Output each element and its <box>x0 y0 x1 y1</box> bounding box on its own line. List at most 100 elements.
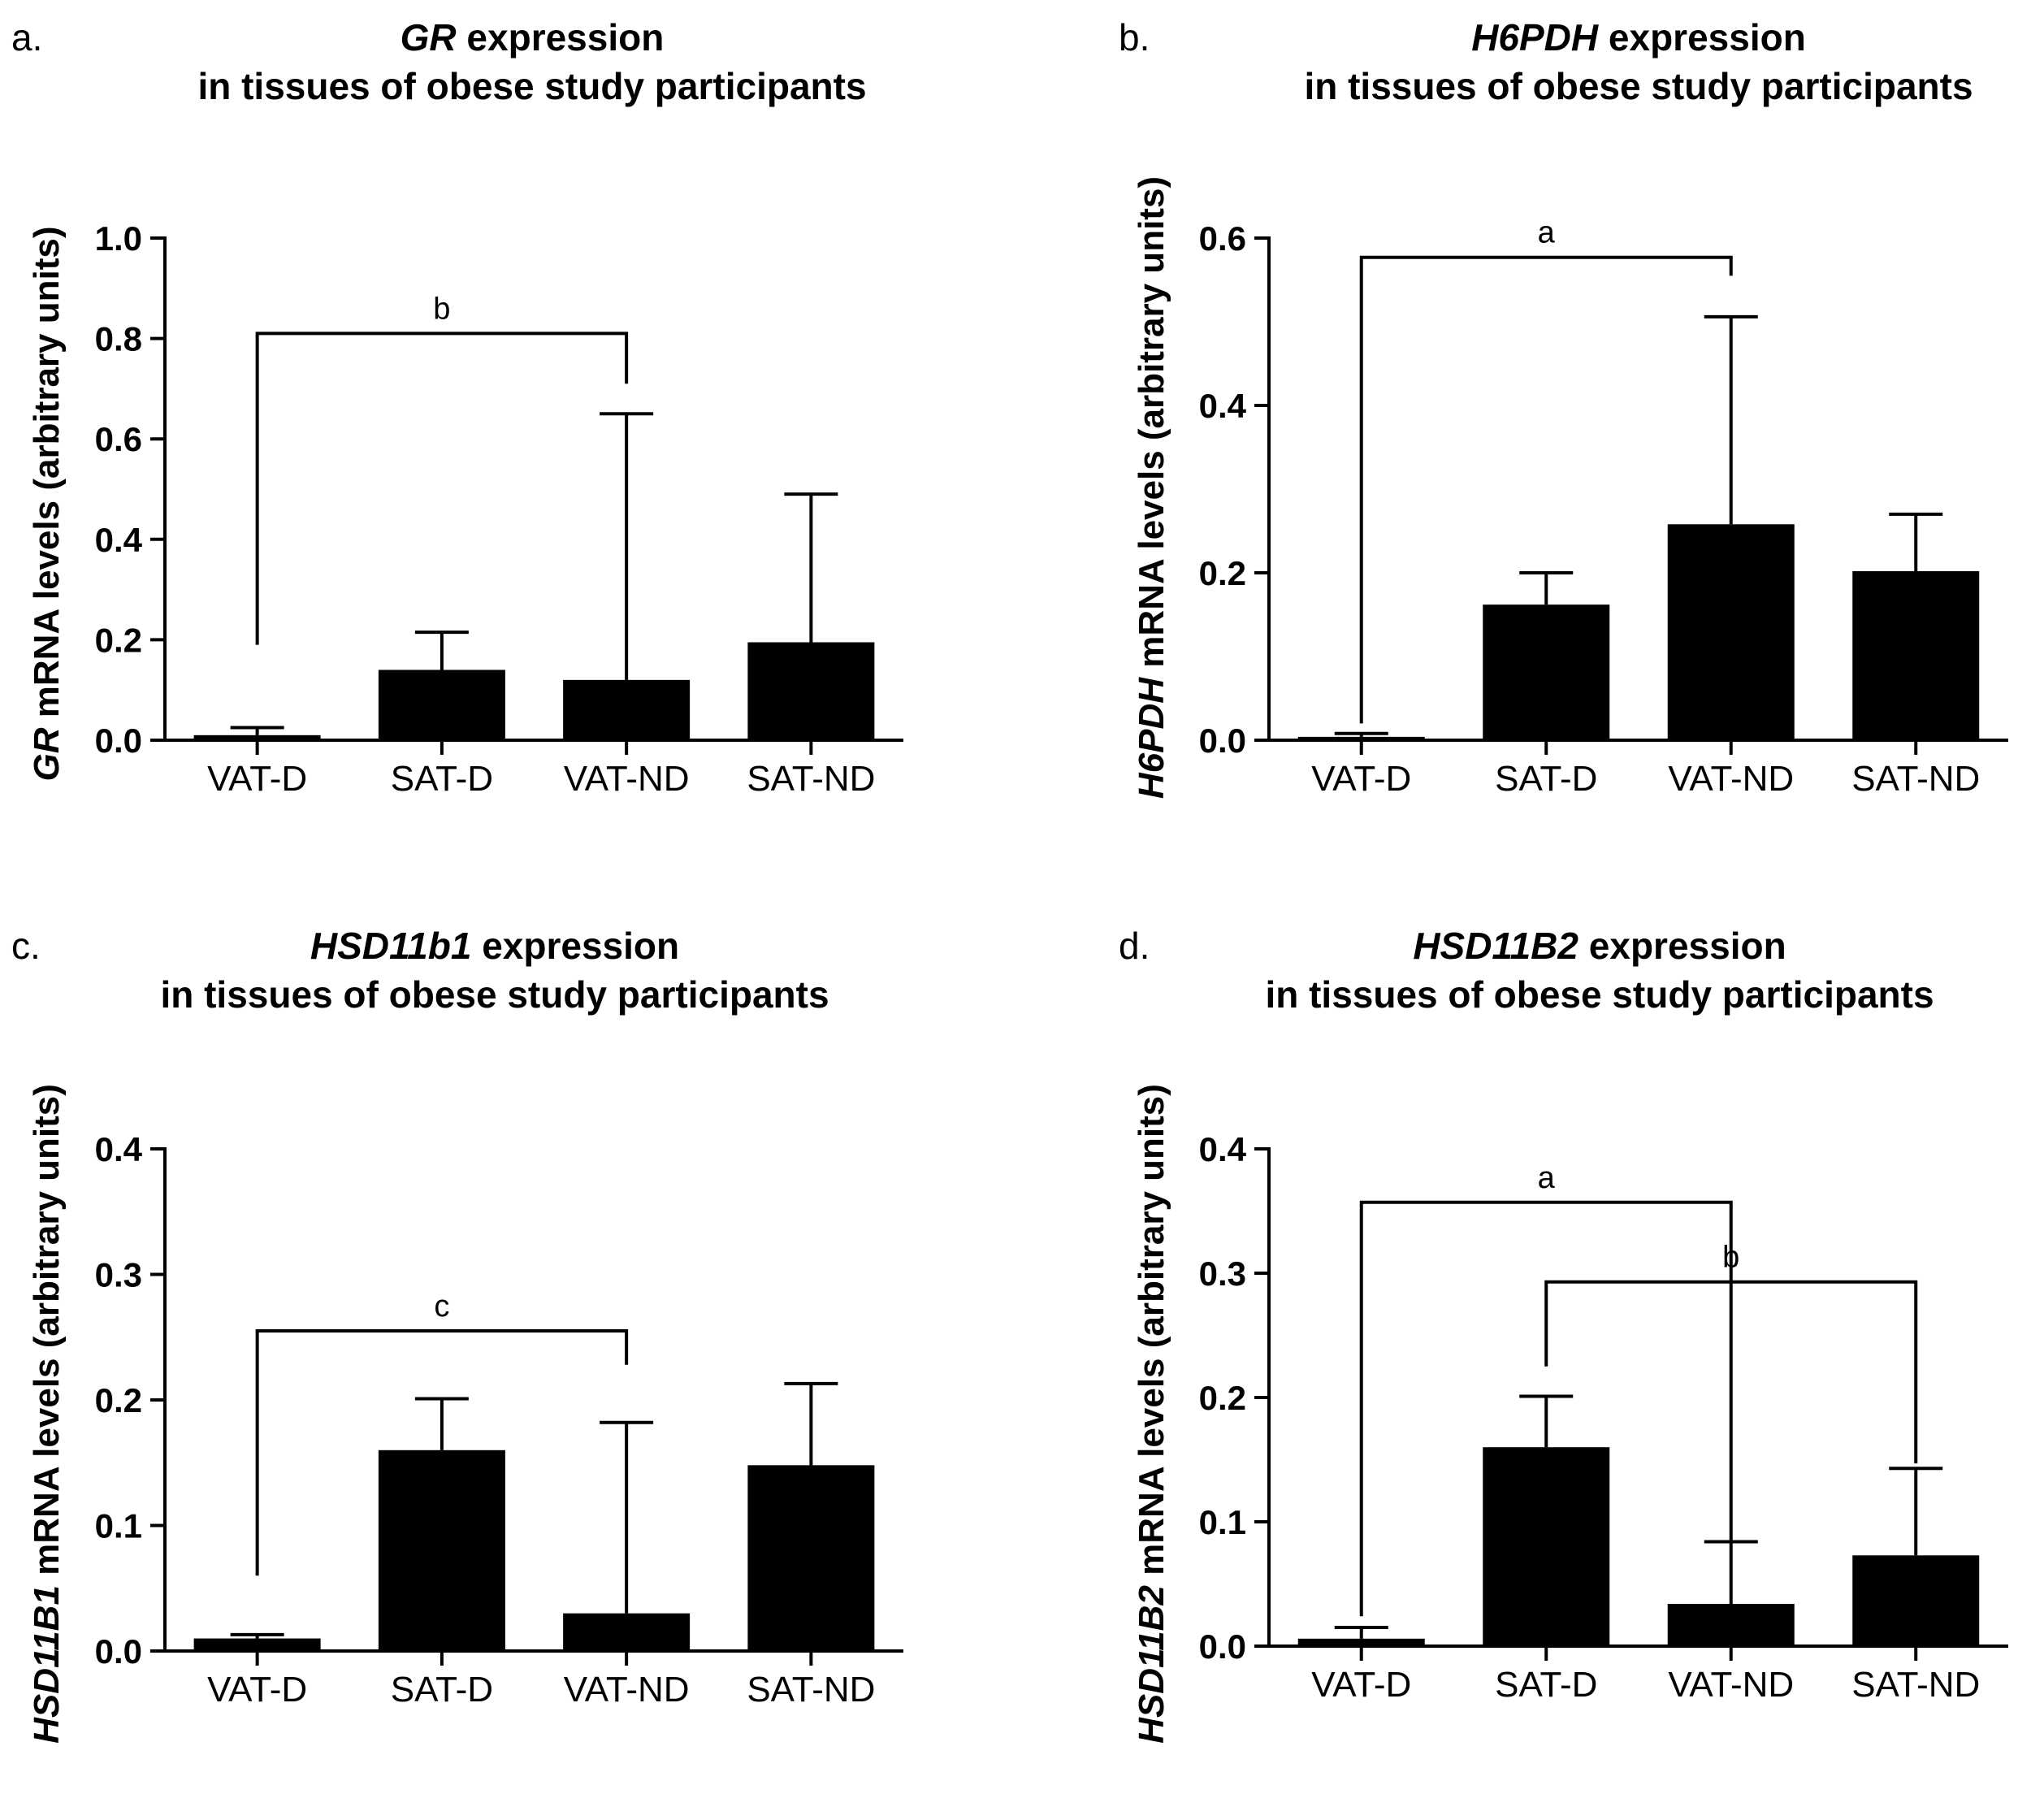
category-label: SAT-D <box>391 1670 493 1710</box>
panel-c-title-line1: HSD11b1 expression <box>310 925 679 967</box>
panel-d-title-line2: in tissues of obese study participants <box>1265 973 1934 1016</box>
panel-c-title-line2: in tissues of obese study participants <box>160 973 829 1016</box>
bar <box>193 734 321 740</box>
y-tick-label: 0.3 <box>1199 1254 1246 1293</box>
panel-c: c. HSD11b1 expression in tissues of obes… <box>11 925 903 1744</box>
bar <box>378 1450 505 1651</box>
panel-d-ylabel-rest: mRNA levels (arbitrary units) <box>1132 1084 1171 1585</box>
panel-d-title-gene: HSD11B2 <box>1413 925 1578 967</box>
panel-a-plot: 0.0 0.2 0.4 0.6 0.8 1.0 VAT-D SAT-D VAT-ND SAT-ND… <box>95 219 903 799</box>
panel-b-plot: 0.0 0.2 0.4 0.6 VAT-D SAT-D VAT-ND SAT-ND a <box>1199 216 2008 799</box>
panel-a-title-line2: in tissues of obese study participants <box>197 65 866 107</box>
y-tick-label: 0.8 <box>95 320 142 358</box>
significance-label: a <box>1538 1161 1556 1195</box>
significance-bracket <box>255 1329 629 1576</box>
category-label: SAT-D <box>1495 1665 1597 1705</box>
panel-b-ylabel: H6PDH mRNA levels (arbitrary units) <box>1132 176 1171 799</box>
y-tick-label: 0.0 <box>1199 1627 1246 1666</box>
category-label: SAT-D <box>1495 759 1597 799</box>
bar <box>747 642 875 740</box>
panel-c-title-rest: expression <box>471 925 679 967</box>
bar <box>1483 1447 1610 1646</box>
panel-a-ylabel-rest: mRNA levels (arbitrary units) <box>27 227 67 728</box>
y-tick-label: 0.1 <box>95 1507 142 1545</box>
bar <box>563 1613 691 1651</box>
y-tick-label: 0.4 <box>1199 387 1247 425</box>
significance-bracket <box>1359 255 1733 724</box>
significance-bracket <box>1359 1200 1733 1617</box>
y-tick-label: 0.2 <box>1199 554 1246 592</box>
bar <box>193 1638 321 1651</box>
panel-d-plot: 0.0 0.1 0.2 0.3 0.4 VAT-D SAT-D VAT-ND SAT-ND a b <box>1199 1130 2008 1705</box>
significance-label: c <box>434 1289 449 1324</box>
significance-bracket <box>255 332 629 645</box>
y-tick-label: 0.2 <box>95 1381 142 1419</box>
panel-d-ylabel: HSD11B2 mRNA levels (arbitrary units) <box>1132 1084 1171 1744</box>
category-label: SAT-ND <box>747 759 875 799</box>
bar <box>1483 604 1610 740</box>
panel-a-title-gene: GR <box>401 16 457 58</box>
y-tick-label: 1.0 <box>95 219 142 258</box>
panel-b-title-gene: H6PDH <box>1471 16 1599 58</box>
y-tick-label: 0.2 <box>1199 1379 1246 1417</box>
y-tick-label: 0.6 <box>1199 219 1246 258</box>
bar <box>1667 524 1795 740</box>
bar <box>1297 1638 1425 1646</box>
panel-b-title-line1: H6PDH expression <box>1471 16 1806 58</box>
panel-b-ylabel-rest: mRNA levels (arbitrary units) <box>1132 176 1171 678</box>
y-tick-label: 0.4 <box>95 1130 143 1168</box>
significance-label: a <box>1538 216 1556 250</box>
category-label: VAT-D <box>1311 1665 1411 1705</box>
bar <box>747 1465 875 1651</box>
category-label: SAT-ND <box>1851 759 1980 799</box>
panel-b-label: b. <box>1119 16 1150 58</box>
panel-d-ylabel-gene: HSD11B2 <box>1132 1585 1171 1744</box>
bar <box>1667 1603 1795 1646</box>
bar <box>378 670 505 740</box>
significance-bracket <box>1544 1280 1918 1464</box>
panel-d-label: d. <box>1119 925 1150 967</box>
y-tick-label: 0.3 <box>95 1256 142 1294</box>
panel-a: a. GR expression in tissues of obese stu… <box>11 16 903 799</box>
panel-d-title-rest: expression <box>1578 925 1786 967</box>
category-label: SAT-ND <box>1851 1665 1980 1705</box>
panel-c-ylabel: HSD11B1 mRNA levels (arbitrary units) <box>27 1084 67 1744</box>
significance-label: b <box>1722 1241 1739 1275</box>
significance-label: b <box>433 292 450 326</box>
panel-d-title-line1: HSD11B2 expression <box>1413 925 1786 967</box>
panel-b: b. H6PDH expression in tissues of obese … <box>1119 16 2008 799</box>
y-tick-label: 0.0 <box>95 1632 142 1670</box>
bar <box>563 679 691 740</box>
y-tick-label: 0.1 <box>1199 1503 1246 1541</box>
panel-b-title-rest: expression <box>1598 16 1806 58</box>
category-label: SAT-D <box>391 759 493 799</box>
y-tick-label: 0.2 <box>95 621 142 659</box>
category-label: VAT-ND <box>1668 759 1794 799</box>
y-tick-label: 0.4 <box>1199 1130 1247 1168</box>
category-label: VAT-ND <box>1668 1665 1794 1705</box>
panel-c-ylabel-rest: mRNA levels (arbitrary units) <box>27 1084 67 1585</box>
category-label: SAT-ND <box>747 1670 875 1710</box>
category-label: VAT-ND <box>564 1670 690 1710</box>
category-label: VAT-ND <box>564 759 690 799</box>
y-tick-label: 0.0 <box>1199 722 1246 760</box>
category-label: VAT-D <box>207 759 307 799</box>
bar <box>1297 736 1425 740</box>
panel-a-ylabel-gene: GR <box>27 727 67 781</box>
category-label: VAT-D <box>1311 759 1411 799</box>
y-tick-label: 0.6 <box>95 420 142 458</box>
panel-c-title-gene: HSD11b1 <box>310 925 472 967</box>
y-tick-label: 0.4 <box>95 521 143 559</box>
bar <box>1852 570 1980 740</box>
panel-b-ylabel-gene: H6PDH <box>1132 677 1171 799</box>
panel-c-plot: 0.0 0.1 0.2 0.3 0.4 VAT-D SAT-D VAT-ND SAT-ND c <box>95 1130 903 1710</box>
panel-a-title-line1: GR expression <box>401 16 665 58</box>
category-label: VAT-D <box>207 1670 307 1710</box>
panel-b-title-line2: in tissues of obese study participants <box>1304 65 1973 107</box>
panel-a-title-rest: expression <box>457 16 665 58</box>
panel-a-label: a. <box>11 16 42 58</box>
y-tick-label: 0.0 <box>95 722 142 760</box>
panel-d: d. HSD11B2 expression in tissues of obes… <box>1119 925 2008 1744</box>
panel-c-label: c. <box>11 925 41 967</box>
